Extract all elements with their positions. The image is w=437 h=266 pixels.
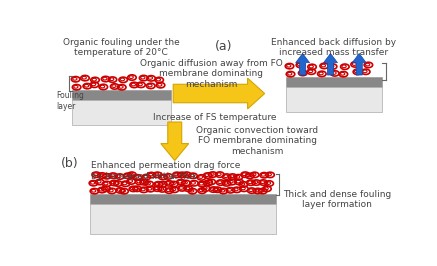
Polygon shape bbox=[323, 53, 337, 75]
Polygon shape bbox=[352, 53, 366, 75]
Text: Increase of FS temperature: Increase of FS temperature bbox=[153, 113, 277, 122]
Bar bbox=[72, 90, 171, 100]
Bar bbox=[285, 87, 382, 112]
Bar bbox=[90, 204, 275, 234]
Text: (a): (a) bbox=[215, 40, 232, 53]
Polygon shape bbox=[296, 53, 309, 75]
Text: Organic diffusion away from FO
membrane dominating
mechanism: Organic diffusion away from FO membrane … bbox=[140, 59, 283, 89]
Bar bbox=[90, 194, 275, 204]
Polygon shape bbox=[173, 78, 265, 109]
Text: Enhanced permeation drag force
by increased initial flux: Enhanced permeation drag force by increa… bbox=[91, 161, 240, 181]
Bar bbox=[285, 77, 382, 87]
Text: Organic convection toward
FO membrane dominating
mechanism: Organic convection toward FO membrane do… bbox=[197, 126, 319, 156]
Text: Enhanced back diffusion by
increased mass transfer: Enhanced back diffusion by increased mas… bbox=[271, 38, 396, 57]
Bar bbox=[72, 100, 171, 125]
Text: (b): (b) bbox=[61, 157, 79, 171]
Text: Organic fouling under the
temperature of 20°C: Organic fouling under the temperature of… bbox=[63, 38, 180, 57]
Text: Thick and dense fouling
layer formation: Thick and dense fouling layer formation bbox=[283, 190, 392, 209]
Text: Fouling
layer: Fouling layer bbox=[56, 91, 84, 111]
Polygon shape bbox=[161, 122, 189, 160]
